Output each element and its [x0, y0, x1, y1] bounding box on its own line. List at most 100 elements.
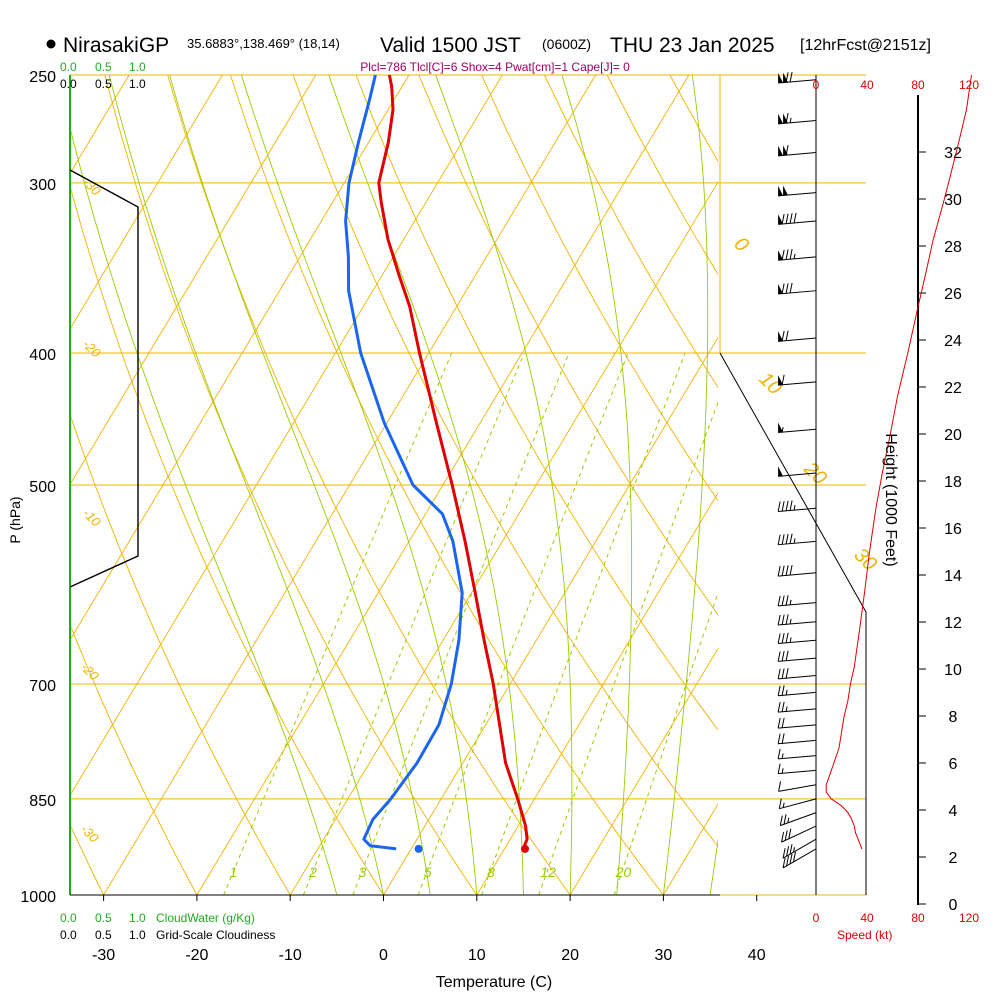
wind-barb	[777, 533, 817, 546]
x-tick-label: 30	[655, 947, 673, 964]
stability-indices: Plcl=786 Tlcl[C]=6 Shox=4 Pwat[cm]=1 Cap…	[360, 60, 630, 74]
wind-barb-feather	[786, 846, 790, 857]
isotherm	[196, 75, 690, 895]
wind-barb-pennant	[778, 375, 784, 386]
height-tick-label: 4	[949, 803, 958, 820]
pressure-tick-label: 850	[29, 793, 56, 810]
wind-barb-feather	[777, 733, 781, 744]
y-axis-title: P (hPa)	[7, 496, 23, 543]
wind-barb-half-feather	[789, 637, 792, 643]
wind-barb	[778, 374, 817, 386]
wind-barb	[782, 838, 817, 859]
wind-barb-half-feather	[785, 706, 788, 712]
cloudiness-label: Grid-Scale Cloudiness	[156, 928, 275, 942]
wind-barb-feather	[789, 500, 793, 511]
wind-barb	[777, 733, 817, 745]
wind-barb-shaft	[778, 572, 817, 577]
wind-barb	[777, 564, 817, 577]
wind-speed-line	[825, 74, 972, 850]
height-tick-label: 24	[944, 333, 962, 350]
wind-barb-pennant	[778, 422, 784, 433]
pressure-tick-label: 300	[29, 177, 56, 194]
wind-barb-feather	[777, 614, 781, 626]
wind-barb-shaft	[778, 290, 817, 295]
wind-barb-feather	[781, 717, 785, 728]
mixing-ratio-label: 8	[487, 864, 495, 880]
wind-barb-feather	[785, 283, 789, 294]
x-tick-label: -20	[185, 947, 208, 964]
wind-barb-shaft	[778, 602, 817, 607]
wind-barb-half-feather	[781, 768, 784, 774]
station-coords: 35.6883°,138.469° (18,14)	[187, 36, 340, 51]
mixing-ratio-line	[417, 352, 629, 895]
wind-barb-shaft	[778, 256, 817, 261]
wind-barb-pennant	[778, 466, 784, 477]
isotherm	[289, 181, 718, 895]
wind-barb-half-feather	[782, 802, 785, 808]
wind-barb-half-feather	[789, 117, 792, 123]
wind-barb-feather	[777, 748, 781, 759]
dry-adiabat	[70, 623, 198, 895]
wind-barb-feather	[777, 763, 781, 774]
wind-barb-feather	[789, 71, 793, 83]
isotherm-label: -20	[78, 660, 102, 684]
height-axis-title: Height (1000 Feet)	[882, 433, 899, 566]
wind-barb-feather	[789, 564, 793, 576]
wind-barb-shaft	[778, 724, 817, 729]
speed-tick-top-3: 120	[959, 78, 979, 92]
isotherm-label: -30	[78, 822, 102, 846]
cloudiness-tick-bottom-2: 1.0	[129, 928, 146, 942]
wind-barb-feather	[781, 534, 785, 545]
wind-barb	[778, 422, 817, 434]
wind-barb-feather	[777, 718, 781, 729]
wind-barb-shaft	[778, 675, 817, 680]
wind-barb-feather	[781, 633, 785, 644]
wind-barb-feather	[785, 632, 789, 643]
wind-barb-pennant	[778, 214, 784, 225]
wind-barb-half-feather	[793, 505, 796, 511]
wind-barb-shaft	[778, 472, 817, 477]
wind-barb-feather	[785, 668, 789, 679]
wind-barb-shaft	[780, 812, 817, 827]
wind-barb-feather	[785, 249, 789, 260]
cloudiness-tick-top-0: 0.0	[60, 77, 77, 91]
height-tick-label: 0	[949, 897, 958, 914]
wind-barb	[777, 595, 817, 607]
sounding-curves	[344, 74, 529, 853]
wind-barb-feather	[781, 685, 785, 696]
height-tick-label: 14	[944, 568, 962, 585]
moist-adiabat	[662, 75, 709, 895]
wind-barb-shaft	[782, 838, 817, 859]
height-tick-label: 26	[944, 286, 962, 303]
cloudwater-tick-bottom-1: 0.5	[95, 911, 112, 925]
wind-barb	[777, 614, 817, 626]
isotherm	[850, 75, 1000, 895]
station-name: NirasakiGP	[63, 34, 169, 57]
height-tick-label: 22	[944, 380, 962, 397]
wind-barb-shaft	[778, 769, 817, 775]
mixing-ratio-label: 2	[308, 864, 317, 880]
wind-barb-feather	[777, 668, 781, 679]
wind-barb-shaft	[778, 755, 817, 760]
wind-barb-feather	[779, 815, 783, 826]
wind-barb-feather	[777, 595, 781, 607]
wind-barb	[777, 685, 817, 697]
wind-barb	[778, 330, 817, 342]
wind-barb-feather	[785, 565, 789, 576]
wind-barb-feather	[785, 533, 789, 545]
speed-tick-top-1: 40	[860, 78, 874, 92]
wind-barb	[778, 113, 817, 125]
wind-barb-shaft	[778, 428, 817, 434]
wind-barb-feather	[781, 650, 785, 662]
wind-barb-shaft	[778, 657, 817, 662]
height-tick-label: 16	[944, 521, 962, 538]
speed-tick-top-0: 0	[813, 78, 820, 92]
wind-barb-shaft	[778, 381, 817, 386]
wind-barb-feather	[785, 72, 789, 83]
wind-barb	[779, 812, 817, 827]
mixing-ratio-line	[352, 352, 570, 895]
speed-tick-bottom-0: 0	[813, 911, 820, 925]
wind-barb-feather	[782, 848, 786, 859]
